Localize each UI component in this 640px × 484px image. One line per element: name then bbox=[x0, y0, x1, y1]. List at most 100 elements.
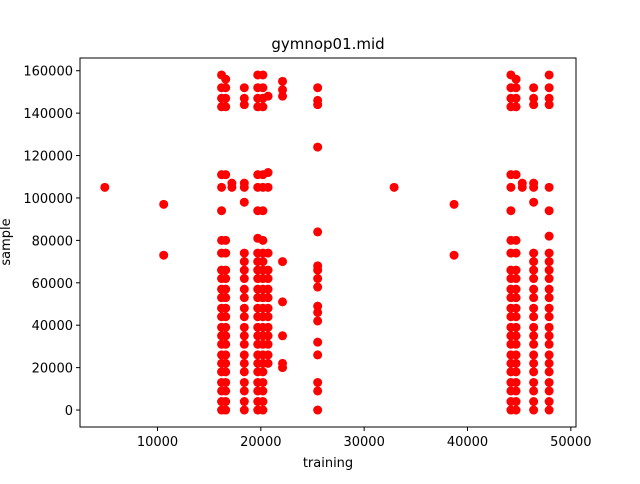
data-point bbox=[221, 303, 231, 313]
data-point bbox=[544, 70, 554, 80]
data-point bbox=[217, 182, 227, 192]
data-point bbox=[221, 235, 231, 245]
data-point bbox=[239, 339, 249, 349]
data-point bbox=[313, 377, 323, 387]
data-point bbox=[239, 197, 249, 207]
data-point bbox=[529, 405, 539, 415]
data-point bbox=[263, 182, 273, 192]
data-point bbox=[511, 386, 521, 396]
data-point bbox=[239, 405, 249, 415]
y-tick-label: 80000 bbox=[32, 234, 73, 249]
data-point bbox=[239, 350, 249, 360]
data-point bbox=[529, 83, 539, 93]
data-point bbox=[313, 307, 323, 317]
data-point bbox=[221, 350, 231, 360]
data-point bbox=[159, 250, 169, 260]
data-point bbox=[544, 274, 554, 284]
data-point bbox=[511, 322, 521, 332]
y-tick-label: 60000 bbox=[32, 277, 73, 292]
y-axis-label: sample bbox=[0, 218, 14, 265]
data-point bbox=[529, 265, 539, 275]
data-point bbox=[529, 322, 539, 332]
data-point bbox=[529, 274, 539, 284]
data-point bbox=[506, 182, 516, 192]
data-point bbox=[544, 265, 554, 275]
data-point bbox=[313, 274, 323, 284]
data-point bbox=[511, 358, 521, 368]
data-point bbox=[511, 331, 521, 341]
data-point bbox=[239, 274, 249, 284]
data-point bbox=[221, 265, 231, 275]
data-point bbox=[511, 312, 521, 322]
data-point bbox=[239, 100, 249, 110]
data-point bbox=[263, 248, 273, 258]
data-point bbox=[313, 95, 323, 105]
data-point bbox=[239, 93, 249, 103]
data-point bbox=[221, 83, 231, 93]
data-point bbox=[511, 293, 521, 303]
data-point bbox=[258, 70, 268, 80]
data-point bbox=[258, 206, 268, 216]
data-point bbox=[511, 284, 521, 294]
data-point bbox=[511, 83, 521, 93]
data-point bbox=[529, 100, 539, 110]
data-point bbox=[544, 303, 554, 313]
data-point bbox=[258, 235, 268, 245]
data-point bbox=[263, 168, 273, 178]
data-point bbox=[263, 265, 273, 275]
data-point bbox=[544, 358, 554, 368]
data-point bbox=[511, 248, 521, 258]
data-point bbox=[529, 397, 539, 407]
data-point bbox=[517, 178, 527, 188]
data-point bbox=[313, 142, 323, 152]
data-point bbox=[544, 93, 554, 103]
data-point bbox=[221, 74, 231, 84]
data-point bbox=[529, 377, 539, 387]
data-point bbox=[239, 178, 249, 188]
data-point bbox=[221, 102, 231, 112]
data-point bbox=[313, 386, 323, 396]
data-point bbox=[278, 358, 288, 368]
data-point bbox=[221, 331, 231, 341]
data-point bbox=[217, 206, 227, 216]
data-point bbox=[313, 261, 323, 271]
x-tick-label: 30000 bbox=[343, 435, 384, 450]
y-tick-label: 140000 bbox=[23, 107, 73, 122]
data-point bbox=[159, 199, 169, 209]
data-point bbox=[544, 231, 554, 241]
data-point bbox=[511, 405, 521, 415]
data-point bbox=[544, 367, 554, 377]
data-point bbox=[511, 170, 521, 180]
data-point bbox=[263, 274, 273, 284]
y-tick-label: 20000 bbox=[32, 362, 73, 377]
data-point bbox=[544, 182, 554, 192]
data-point bbox=[529, 350, 539, 360]
data-point bbox=[313, 337, 323, 347]
data-point bbox=[278, 331, 288, 341]
data-point bbox=[511, 74, 521, 84]
data-point bbox=[221, 284, 231, 294]
data-point bbox=[239, 293, 249, 303]
x-tick-label: 50000 bbox=[550, 435, 591, 450]
data-point bbox=[278, 297, 288, 307]
data-point bbox=[389, 182, 399, 192]
data-point bbox=[263, 322, 273, 332]
data-point bbox=[278, 76, 288, 86]
data-point bbox=[313, 350, 323, 360]
data-point bbox=[239, 322, 249, 332]
data-point bbox=[511, 367, 521, 377]
data-point bbox=[544, 386, 554, 396]
data-point bbox=[258, 102, 268, 112]
data-point bbox=[221, 248, 231, 258]
x-axis: 10000 20000 30000 40000 50000 bbox=[137, 427, 592, 450]
data-point bbox=[239, 265, 249, 275]
data-point bbox=[529, 93, 539, 103]
data-point bbox=[529, 339, 539, 349]
data-point bbox=[511, 350, 521, 360]
data-point bbox=[529, 331, 539, 341]
data-point bbox=[221, 312, 231, 322]
data-point bbox=[544, 206, 554, 216]
data-point bbox=[221, 170, 231, 180]
data-point bbox=[544, 377, 554, 387]
